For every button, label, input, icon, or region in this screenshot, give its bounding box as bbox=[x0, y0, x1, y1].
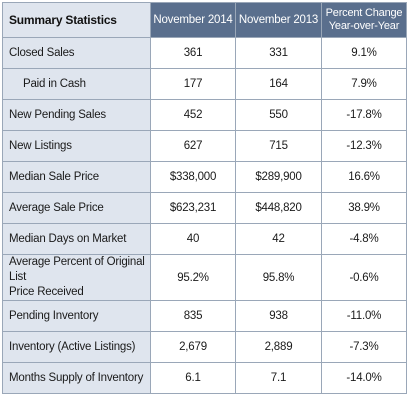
cell-percent-change: -12.3% bbox=[321, 130, 407, 162]
table-row-pending-inventory: Pending Inventory 835 938 -11.0% bbox=[2, 300, 407, 332]
table-row-average-percent-original-list: Average Percent of Original List Price Re… bbox=[2, 254, 407, 301]
table-row-new-pending-sales: New Pending Sales 452 550 -17.8% bbox=[2, 99, 407, 131]
cell-percent-change: -0.6% bbox=[321, 254, 407, 301]
cell-nov-2014: 452 bbox=[150, 99, 236, 131]
table-row-inventory-active-listings: Inventory (Active Listings) 2,679 2,889 … bbox=[2, 331, 407, 363]
cell-nov-2013: 2,889 bbox=[235, 331, 322, 363]
cell-nov-2013: 550 bbox=[235, 99, 322, 131]
summary-statistics-panel: Summary Statistics November 2014 Novembe… bbox=[2, 2, 407, 394]
cell-nov-2013: 164 bbox=[235, 68, 322, 100]
row-label: Paid in Cash bbox=[2, 68, 151, 100]
column-header-percent-change-line2: Year-over-Year bbox=[328, 20, 400, 32]
cell-nov-2013: 938 bbox=[235, 300, 322, 332]
cell-nov-2013: $289,900 bbox=[235, 161, 322, 193]
table-row-months-supply: Months Supply of Inventory 6.1 7.1 -14.0… bbox=[2, 362, 407, 394]
table-row-median-days-on-market: Median Days on Market 40 42 -4.8% bbox=[2, 223, 407, 255]
cell-percent-change: 7.9% bbox=[321, 68, 407, 100]
row-label: Pending Inventory bbox=[2, 300, 151, 332]
row-label: Median Sale Price bbox=[2, 161, 151, 193]
table-title: Summary Statistics bbox=[2, 2, 151, 38]
cell-percent-change: -14.0% bbox=[321, 362, 407, 394]
table-row-new-listings: New Listings 627 715 -12.3% bbox=[2, 130, 407, 162]
table-row-average-sale-price: Average Sale Price $623,231 $448,820 38.… bbox=[2, 192, 407, 224]
column-header-percent-change: Percent Change Year-over-Year bbox=[321, 2, 407, 38]
header-row: Summary Statistics November 2014 Novembe… bbox=[2, 2, 407, 38]
row-label: Inventory (Active Listings) bbox=[2, 331, 151, 363]
cell-nov-2013: 7.1 bbox=[235, 362, 322, 394]
table-row-median-sale-price: Median Sale Price $338,000 $289,900 16.6… bbox=[2, 161, 407, 193]
table-row-paid-in-cash: Paid in Cash 177 164 7.9% bbox=[2, 68, 407, 100]
column-header-percent-change-line1: Percent Change bbox=[325, 7, 403, 19]
row-label-line1: Average Percent of Original List bbox=[9, 256, 145, 283]
row-label: New Listings bbox=[2, 130, 151, 162]
cell-nov-2014: 835 bbox=[150, 300, 236, 332]
cell-percent-change: -7.3% bbox=[321, 331, 407, 363]
table-row-closed-sales: Closed Sales 361 331 9.1% bbox=[2, 37, 407, 69]
cell-nov-2014: 6.1 bbox=[150, 362, 236, 394]
row-label: Closed Sales bbox=[2, 37, 151, 69]
cell-nov-2013: 95.8% bbox=[235, 254, 322, 301]
cell-nov-2014: 40 bbox=[150, 223, 236, 255]
row-label: Average Percent of Original List Price Re… bbox=[2, 254, 151, 301]
cell-percent-change: 9.1% bbox=[321, 37, 407, 69]
cell-nov-2013: $448,820 bbox=[235, 192, 322, 224]
cell-nov-2014: $338,000 bbox=[150, 161, 236, 193]
cell-nov-2014: 95.2% bbox=[150, 254, 236, 301]
cell-nov-2013: 331 bbox=[235, 37, 322, 69]
cell-percent-change: -17.8% bbox=[321, 99, 407, 131]
cell-nov-2013: 42 bbox=[235, 223, 322, 255]
cell-nov-2013: 715 bbox=[235, 130, 322, 162]
row-label: Average Sale Price bbox=[2, 192, 151, 224]
cell-nov-2014: 627 bbox=[150, 130, 236, 162]
summary-statistics-table: Summary Statistics November 2014 Novembe… bbox=[2, 2, 407, 394]
cell-nov-2014: $623,231 bbox=[150, 192, 236, 224]
row-label: Median Days on Market bbox=[2, 223, 151, 255]
cell-nov-2014: 2,679 bbox=[150, 331, 236, 363]
cell-percent-change: -4.8% bbox=[321, 223, 407, 255]
row-label-line2: Price Received bbox=[9, 286, 84, 298]
column-header-nov-2013: November 2013 bbox=[235, 2, 322, 38]
row-label: Months Supply of Inventory bbox=[2, 362, 151, 394]
row-label: New Pending Sales bbox=[2, 99, 151, 131]
cell-percent-change: 38.9% bbox=[321, 192, 407, 224]
cell-percent-change: 16.6% bbox=[321, 161, 407, 193]
column-header-nov-2014: November 2014 bbox=[150, 2, 236, 38]
cell-nov-2014: 361 bbox=[150, 37, 236, 69]
cell-percent-change: -11.0% bbox=[321, 300, 407, 332]
cell-nov-2014: 177 bbox=[150, 68, 236, 100]
